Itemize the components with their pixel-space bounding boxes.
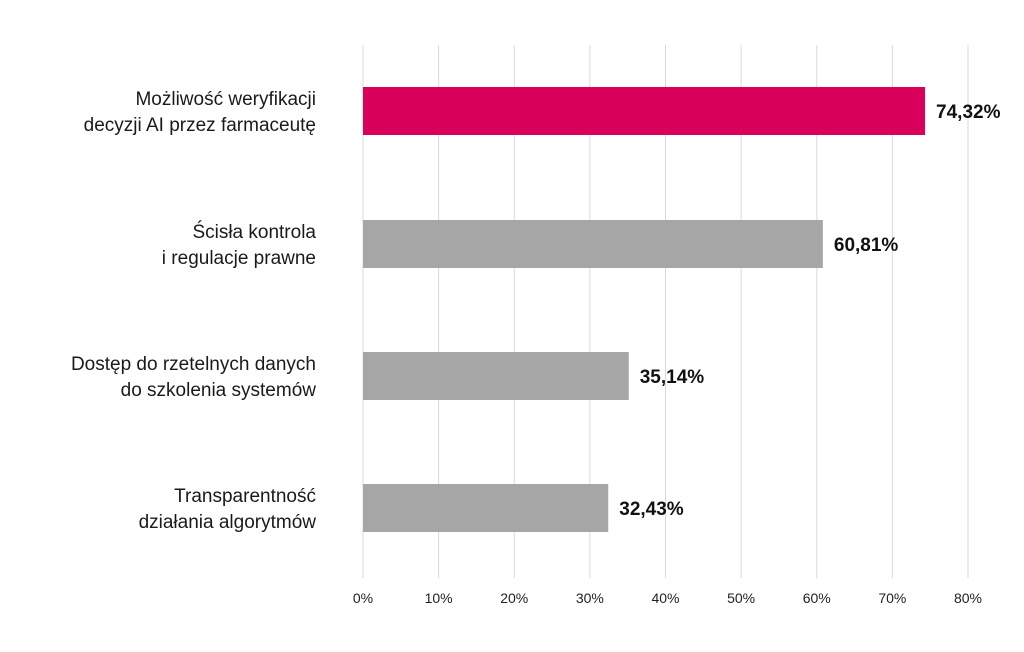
data-label: 60,81% — [834, 235, 899, 256]
category-label: Dostęp do rzetelnych danych — [71, 354, 316, 375]
category-label: działania algorytmów — [139, 512, 317, 533]
category-label: Ścisła kontrola — [192, 221, 316, 243]
data-label: 32,43% — [619, 499, 684, 520]
x-tick-label: 40% — [651, 590, 679, 606]
data-label: 35,14% — [640, 367, 705, 388]
category-label: decyzji AI przez farmaceutę — [84, 115, 316, 136]
category-label: i regulacje prawne — [162, 248, 316, 269]
x-tick-label: 80% — [954, 590, 982, 606]
bar — [363, 220, 823, 268]
x-tick-label: 50% — [727, 590, 755, 606]
x-tick-label: 10% — [425, 590, 453, 606]
x-tick-label: 0% — [353, 590, 373, 606]
category-label: Możliwość weryfikacji — [135, 89, 316, 110]
bar — [363, 352, 629, 400]
category-label: do szkolenia systemów — [121, 380, 317, 401]
x-tick-label: 20% — [500, 590, 528, 606]
x-tick-label: 60% — [803, 590, 831, 606]
category-label: Transparentność — [174, 486, 316, 507]
x-tick-label: 30% — [576, 590, 604, 606]
data-label: 74,32% — [936, 102, 1001, 123]
bar — [363, 87, 926, 135]
x-tick-label: 70% — [878, 590, 906, 606]
bar — [363, 484, 609, 532]
